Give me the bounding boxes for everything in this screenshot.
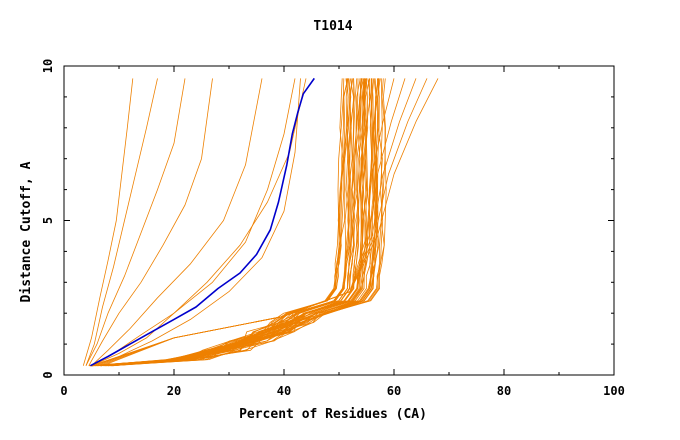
x-axis-label: Percent of Residues (CA) [239,407,427,422]
cluster-series-line [109,78,387,367]
cluster-series-line [92,78,368,367]
x-tick-label: 100 [603,384,625,398]
cluster-series-line [112,78,363,367]
x-tick-label: 60 [387,384,401,398]
x-tick-label: 80 [497,384,511,398]
cluster-series-line [97,78,365,367]
cluster-series-line [91,78,380,367]
cluster-series-line [92,78,377,367]
highlighted-series-line [90,77,315,367]
cluster-series-line [106,78,379,367]
cluster-series-line [103,78,373,367]
cluster-series-line [100,78,364,367]
x-tick-label: 0 [60,384,67,398]
cluster-series-line [91,78,367,367]
cluster-series-line [100,78,349,367]
left-series-line [91,78,307,367]
cluster-series-line [110,78,352,367]
cluster-series-line [97,78,362,367]
x-tick-label: 20 [167,384,181,398]
cluster-series-line [111,78,371,367]
plot-area [63,65,615,376]
left-series-line [85,78,186,366]
y-tick-label: 5 [41,217,55,224]
y-axis: 0 5 10 [41,59,614,379]
y-axis-label: Distance Cutoff, A [19,161,34,302]
x-tick-label: 40 [277,384,291,398]
cluster-series-line [94,78,380,367]
cluster-series-line [99,78,354,367]
cluster-series-line [91,78,375,367]
cluster-series-line [94,78,359,367]
cluster-series-line [104,78,368,367]
series-layer [82,77,439,367]
outlier-series-line [102,78,439,367]
left-series-line [85,78,158,366]
cluster-series-line [92,78,371,367]
cluster-series-line [100,78,355,367]
left-series-line [91,78,301,367]
left-series-line [91,78,263,366]
cluster-series-line [105,78,363,367]
left-series-line [82,78,134,366]
y-tick-label: 10 [41,59,55,73]
cluster-series-line [95,78,367,367]
cluster-series-line [91,78,367,367]
cluster-series-line [112,78,361,367]
y-tick-label: 0 [41,371,55,378]
cluster-series-line [111,78,366,367]
chart-title: T1014 [313,19,352,34]
cluster-series-line [100,78,370,367]
left-series-line [91,78,296,367]
cluster-series-line [107,78,383,367]
cluster-series-line [89,78,380,367]
cluster-series-line [91,78,355,367]
cluster-series-line [90,78,366,367]
left-series-line [88,78,213,366]
x-axis: 0 20 40 60 80 100 [60,66,625,398]
cluster-series-line [97,78,362,367]
